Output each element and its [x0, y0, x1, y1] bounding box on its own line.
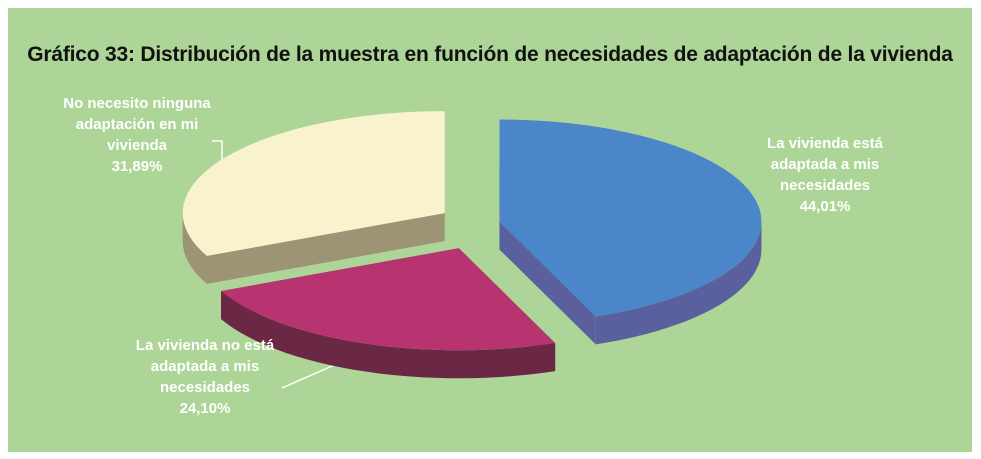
chart-area — [8, 8, 972, 452]
value-label: 44,01% — [799, 198, 851, 215]
slice-label: La vivienda no está adaptada a mis neces… — [135, 335, 275, 419]
category-label: No necesito ninguna adaptación en mi viv… — [63, 95, 211, 154]
category-label: La vivienda no está adaptada a mis neces… — [135, 337, 275, 396]
slice-side — [221, 291, 556, 379]
slice-side — [499, 221, 596, 345]
chart-title: Gráfico 33: Distribución de la muestra e… — [27, 43, 953, 66]
slice — [182, 111, 445, 256]
value-label: 24,10% — [179, 400, 231, 417]
slice-label: La vivienda está adaptada a mis necesida… — [740, 133, 910, 217]
slice-side — [206, 213, 445, 284]
slice — [221, 248, 556, 351]
slice — [499, 119, 762, 317]
slice-side — [182, 213, 207, 284]
slice-side — [595, 221, 762, 345]
category-label: La vivienda está adaptada a mis necesida… — [767, 135, 883, 194]
slice-label: No necesito ninguna adaptación en mi viv… — [62, 93, 212, 177]
value-label: 31,89% — [111, 158, 163, 175]
